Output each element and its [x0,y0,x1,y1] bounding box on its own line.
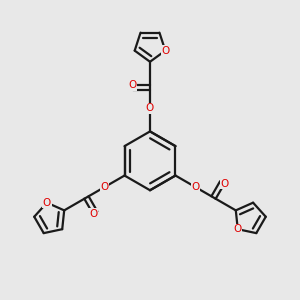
Text: O: O [128,80,137,90]
Text: O: O [89,209,97,219]
Text: O: O [234,224,242,234]
Text: O: O [100,182,109,192]
Text: O: O [220,179,229,189]
Text: O: O [191,182,200,192]
Text: O: O [161,46,170,56]
Text: O: O [43,198,51,208]
Text: O: O [146,103,154,113]
